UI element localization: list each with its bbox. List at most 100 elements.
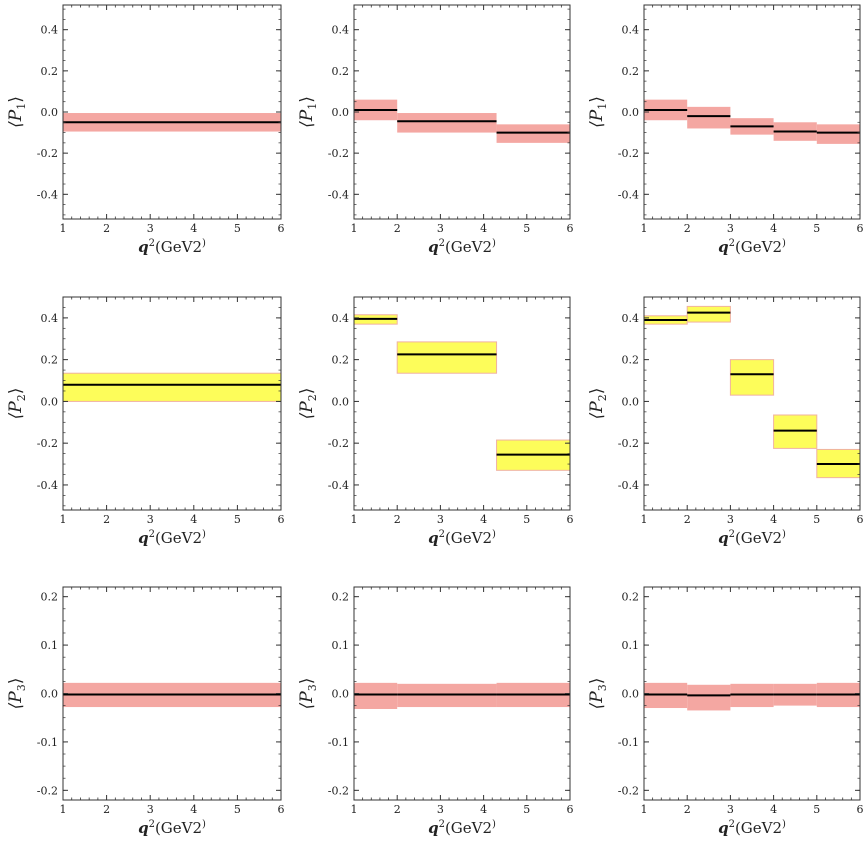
y-axis-label-base: ⟨P	[297, 691, 317, 710]
x-tick-label: 6	[278, 513, 285, 526]
y-tick-label: -0.1	[328, 736, 349, 749]
x-axis-label-part: )	[782, 529, 786, 540]
x-tick-label: 6	[278, 222, 285, 235]
x-axis-label-part: 2	[149, 238, 155, 249]
x-tick-label: 2	[103, 222, 110, 235]
x-tick-label: 6	[857, 513, 864, 526]
x-tick-label: 3	[437, 222, 444, 235]
x-axis-label-part: 2	[729, 238, 735, 249]
y-tick-label: -0.2	[328, 784, 349, 797]
y-axis-label-sub: 1	[306, 103, 319, 110]
x-tick-label: 4	[480, 803, 487, 816]
y-axis-label-close: ⟩	[6, 388, 26, 395]
uncertainty-band	[354, 682, 398, 709]
y-axis-label-close: ⟩	[6, 96, 26, 103]
y-axis-label-base: ⟨P	[587, 691, 607, 710]
x-tick-label: 6	[857, 803, 864, 816]
x-axis-label: q2(GeV2)	[138, 529, 206, 547]
x-tick-label: 5	[234, 222, 241, 235]
x-tick-label: 3	[727, 803, 734, 816]
plot-frame	[353, 296, 571, 511]
y-tick-label: -0.4	[618, 479, 639, 492]
x-axis-label: q2(GeV2)	[718, 819, 786, 837]
x-tick-label: 5	[523, 803, 530, 816]
y-axis-label-close: ⟩	[587, 96, 607, 103]
y-tick-label: -0.2	[328, 147, 349, 160]
x-axis-label-part: (GeV2	[155, 238, 202, 256]
x-axis-label-part: 2	[439, 819, 445, 830]
y-axis-label-close: ⟩	[6, 678, 26, 685]
x-tick-label: 2	[684, 513, 691, 526]
y-tick-label: 0.2	[332, 591, 350, 604]
x-axis-label-part: (GeV2	[155, 529, 202, 547]
y-tick-label: 0.4	[41, 312, 59, 325]
y-axis-label-base: ⟨P	[587, 109, 607, 128]
y-axis-label-sub: 2	[15, 394, 28, 401]
x-tick-label: 2	[684, 222, 691, 235]
y-axis-label: ⟨P1⟩	[6, 96, 28, 128]
chart-panel-1-2: 1 2 3 4 5 6-0.4-0.20.00.20.4⟨P1⟩q2(GeV2)	[297, 4, 574, 256]
y-tick-label: 0.0	[332, 395, 350, 408]
y-tick-label: -0.2	[328, 437, 349, 450]
y-axis-label-base: ⟨P	[587, 401, 607, 420]
x-axis-label-part: q	[428, 529, 439, 547]
y-axis-label-sub: 3	[15, 684, 28, 691]
x-axis-label-part: q	[718, 529, 729, 547]
y-axis-label-close: ⟩	[297, 96, 317, 103]
x-axis-label-part: 2	[149, 529, 155, 540]
x-axis-label-part: q	[718, 238, 729, 256]
x-axis-label-part: 2	[149, 819, 155, 830]
x-axis-label-part: (GeV2	[155, 819, 202, 837]
x-axis-label: q2(GeV2)	[428, 529, 496, 547]
x-tick-label: 4	[770, 513, 777, 526]
x-tick-label: 3	[437, 513, 444, 526]
x-tick-label: 6	[567, 803, 574, 816]
x-tick-label: 6	[278, 803, 285, 816]
x-tick-label: 1	[351, 222, 358, 235]
uncertainty-band	[62, 372, 282, 402]
x-axis-label-part: )	[492, 238, 496, 249]
x-axis-label-part: q	[428, 238, 439, 256]
y-axis-label: ⟨P3⟩	[297, 678, 319, 710]
x-tick-label: 4	[480, 513, 487, 526]
x-tick-label: 5	[813, 513, 820, 526]
chart-panel-2-1: 1 2 3 4 5 6-0.4-0.20.00.20.4⟨P2⟩q2(GeV2)	[6, 296, 285, 547]
y-axis-label-base: ⟨P	[297, 109, 317, 128]
x-axis-label-part: (GeV2	[735, 529, 782, 547]
y-tick-label: -0.2	[37, 437, 58, 450]
y-axis-label: ⟨P2⟩	[297, 388, 319, 420]
x-tick-label: 5	[234, 513, 241, 526]
x-tick-label: 2	[394, 513, 401, 526]
y-tick-label: -0.4	[37, 479, 58, 492]
y-tick-label: 0.4	[622, 312, 640, 325]
x-tick-label: 5	[813, 803, 820, 816]
x-axis-label-part: )	[202, 819, 206, 830]
x-tick-label: 2	[103, 803, 110, 816]
y-tick-label: 0.2	[332, 65, 350, 78]
x-axis-label-part: )	[782, 819, 786, 830]
x-axis-label: q2(GeV2)	[138, 819, 206, 837]
x-axis-label-part: (GeV2	[445, 238, 492, 256]
x-tick-label: 4	[770, 222, 777, 235]
y-tick-label: -0.4	[618, 188, 639, 201]
plot-frame	[643, 296, 861, 511]
y-tick-label: 0.1	[332, 639, 350, 652]
y-tick-label: 0.2	[332, 354, 350, 367]
y-tick-label: -0.2	[37, 784, 58, 797]
y-tick-label: -0.2	[618, 147, 639, 160]
y-tick-label: 0.4	[332, 24, 350, 37]
uncertainty-band	[686, 305, 731, 323]
y-tick-label: 0.0	[41, 688, 59, 701]
x-axis-label-part: q	[138, 529, 149, 547]
y-axis-label-base: ⟨P	[6, 401, 26, 420]
y-axis-label-sub: 2	[306, 394, 319, 401]
y-axis-label-sub: 1	[15, 103, 28, 110]
x-tick-label: 3	[147, 513, 154, 526]
x-tick-label: 3	[727, 222, 734, 235]
x-axis-label-part: q	[718, 819, 729, 837]
x-tick-label: 2	[103, 513, 110, 526]
uncertainty-band	[687, 684, 731, 711]
chart-panel-1-3: 1 2 3 4 5 6-0.4-0.20.00.20.4⟨P1⟩q2(GeV2)	[587, 4, 864, 256]
y-tick-label: 0.2	[41, 354, 59, 367]
